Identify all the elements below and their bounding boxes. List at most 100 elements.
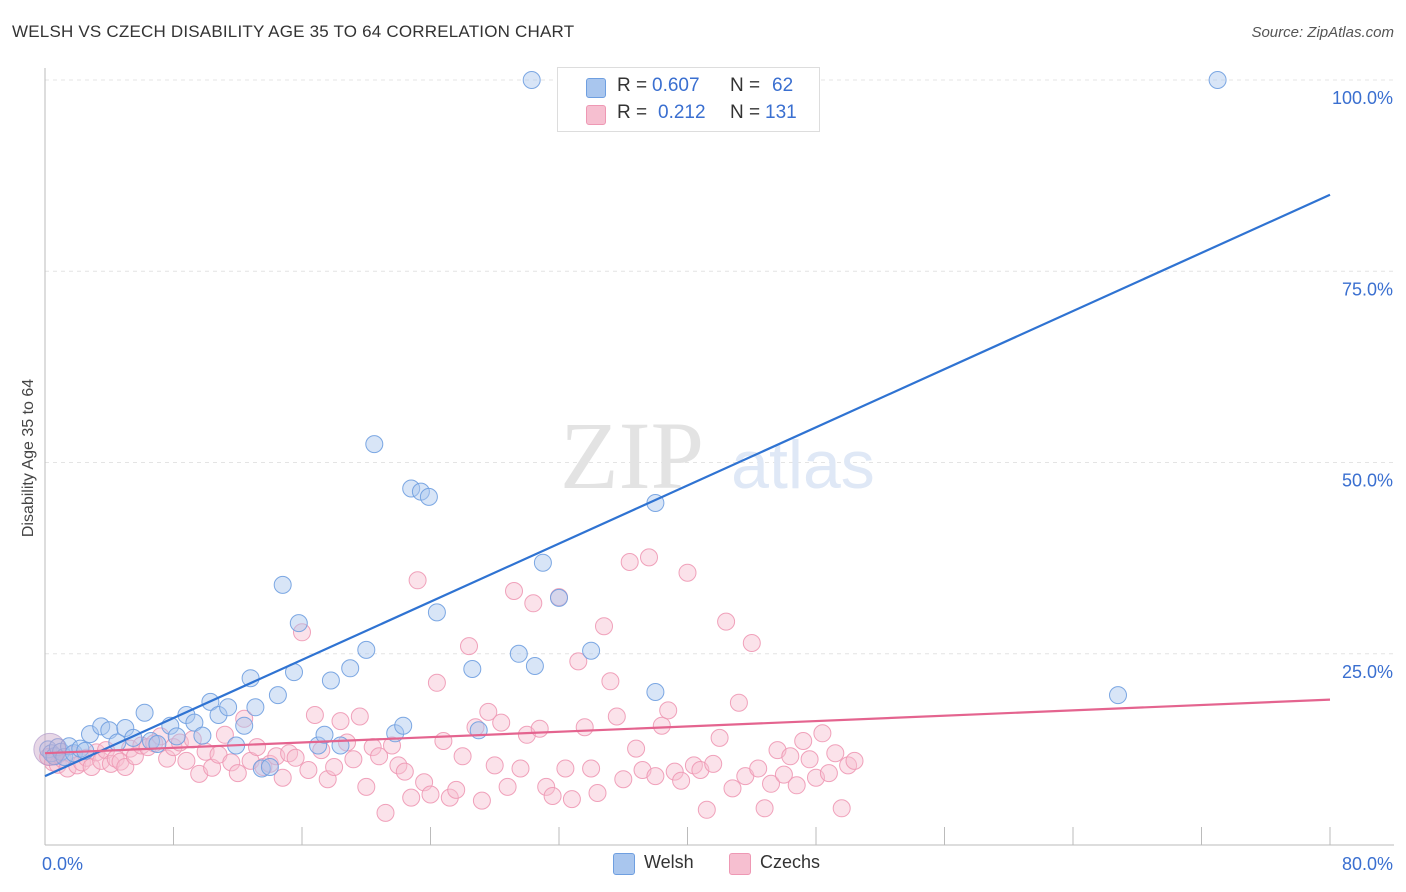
czech-point <box>125 747 144 766</box>
czech-point <box>203 758 222 777</box>
czech-point <box>299 761 318 779</box>
welsh-point <box>365 435 384 454</box>
czech-point <box>614 770 633 789</box>
welsh-point <box>427 603 446 622</box>
czech-point <box>505 582 523 600</box>
czech-point <box>697 800 716 819</box>
welsh-point <box>1208 71 1227 89</box>
legend-swatch-czechs <box>729 853 751 875</box>
czech-point <box>511 759 530 778</box>
chart-source: Source: ZipAtlas.com <box>1251 24 1394 41</box>
czech-point <box>742 634 761 652</box>
y-tick-label-25: 25.0% <box>1342 662 1393 682</box>
welsh-point <box>289 614 308 633</box>
czech-point <box>665 762 684 781</box>
czech-point <box>235 709 254 728</box>
watermark: ZIP atlas <box>560 402 875 509</box>
czech-point <box>376 803 395 822</box>
czech-point <box>402 788 421 807</box>
legend-swatch-welsh <box>613 853 635 875</box>
czech-point <box>228 764 247 783</box>
czech-point <box>286 748 305 767</box>
welsh-point <box>357 640 376 659</box>
czech-point <box>325 758 344 776</box>
czech-point <box>395 762 414 781</box>
watermark-zip: ZIP <box>560 402 704 509</box>
czech-point <box>684 756 703 775</box>
welsh-r-value: 0.607 <box>652 75 700 96</box>
welsh-point <box>135 703 154 722</box>
welsh-trend-line <box>44 193 1331 778</box>
czech-point <box>498 777 517 796</box>
welsh-point <box>522 71 541 89</box>
czech-point <box>749 759 768 778</box>
czech-point <box>813 724 832 743</box>
czech-point <box>704 754 723 773</box>
czech-point <box>607 707 626 726</box>
czech-point <box>472 791 491 810</box>
czech-point <box>305 706 324 724</box>
czech-point <box>492 713 511 732</box>
y-tick-label-75: 75.0% <box>1342 279 1393 299</box>
czech-point <box>672 771 691 790</box>
x-tick-label-0: 0.0% <box>42 854 83 874</box>
czech-point <box>331 712 350 731</box>
welsh-point <box>246 698 265 717</box>
y-tick-label-50: 50.0% <box>1342 471 1393 491</box>
welsh-point <box>209 706 228 724</box>
czech-point <box>710 728 729 747</box>
welsh-point-cluster <box>33 732 67 766</box>
czech-point <box>762 774 780 793</box>
welsh-point <box>582 641 601 660</box>
welsh-point <box>148 735 167 753</box>
czech-point <box>582 759 601 778</box>
legend-label-welsh: Welsh <box>644 852 694 872</box>
welsh-point <box>268 686 287 705</box>
czech-point <box>427 673 446 692</box>
welsh-n-value: 62 <box>772 75 794 96</box>
stats-legend: R = 0.607 N = 62 R = 0.212 N = 131 <box>557 67 820 132</box>
czech-point <box>537 777 556 796</box>
czech-point <box>447 780 466 799</box>
czech-r-value: 0.212 <box>658 102 706 123</box>
czech-point <box>370 747 389 766</box>
czech-point <box>453 747 472 766</box>
czech-n-label: N = <box>730 102 761 123</box>
czech-point <box>640 548 658 567</box>
welsh-series-points <box>33 71 1227 778</box>
czech-trend-line <box>44 698 1331 755</box>
czech-point <box>678 563 697 582</box>
czech-point <box>421 785 440 804</box>
welsh-point <box>219 698 238 717</box>
czech-point <box>826 744 845 763</box>
czech-point <box>280 744 299 763</box>
czech-point <box>562 790 581 809</box>
czech-r-label: R = <box>617 102 648 123</box>
czech-point <box>588 784 607 802</box>
czech-point <box>111 752 130 771</box>
czech-point <box>819 764 838 783</box>
welsh-point <box>525 657 544 675</box>
welsh-point <box>193 726 212 745</box>
czech-point <box>717 612 736 631</box>
trend-lines <box>44 193 1331 778</box>
czech-point <box>556 759 575 778</box>
czech-point <box>774 765 793 784</box>
axes <box>44 68 1394 846</box>
x-tick-label-80: 80.0% <box>1342 854 1393 874</box>
welsh-r-label: R = <box>617 75 648 96</box>
welsh-point <box>273 575 292 594</box>
czech-point <box>408 571 427 590</box>
czech-point <box>158 749 177 768</box>
czech-point <box>755 799 774 818</box>
gridlines <box>45 79 1394 655</box>
czech-point <box>248 738 266 757</box>
czech-point <box>92 751 111 770</box>
czech-point <box>839 756 858 775</box>
czech-point <box>794 732 813 750</box>
czech-point <box>787 776 806 795</box>
welsh-point <box>402 479 421 498</box>
czech-point <box>357 777 376 796</box>
czech-point <box>460 637 478 656</box>
welsh-point <box>533 553 552 572</box>
